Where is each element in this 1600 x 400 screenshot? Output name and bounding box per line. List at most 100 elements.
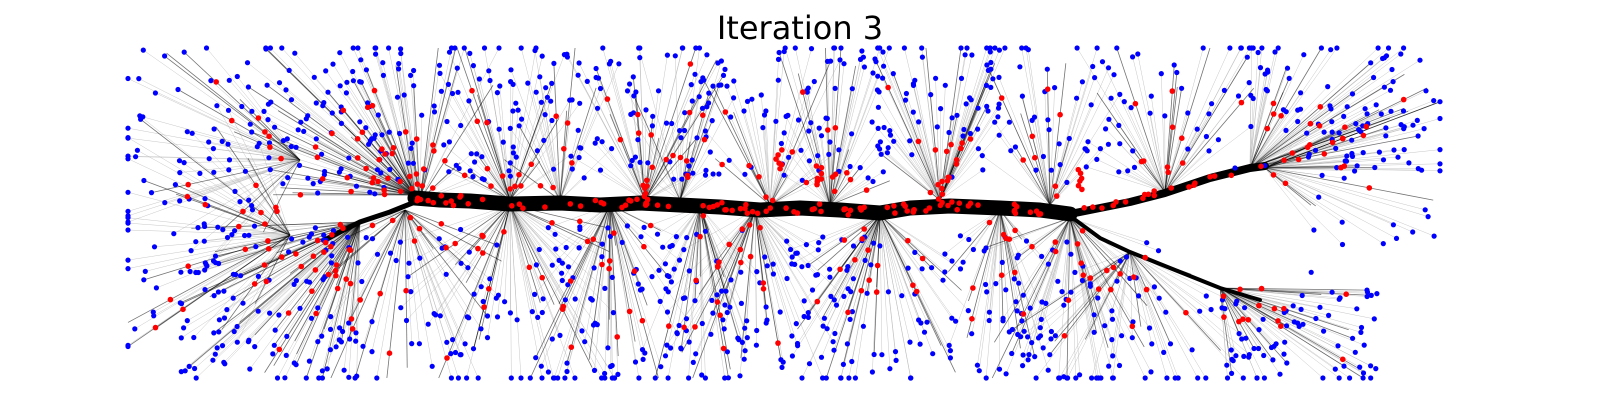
leaf-node <box>344 79 350 85</box>
path-node <box>1270 111 1277 117</box>
leaf-node <box>1283 127 1289 133</box>
leaf-node <box>969 52 975 58</box>
edge-line <box>348 221 361 378</box>
leaf-node <box>443 271 449 277</box>
leaf-node <box>219 343 226 349</box>
path-node <box>480 233 486 240</box>
trunk-node <box>900 201 907 207</box>
branch-line <box>1021 94 1051 206</box>
edge-line <box>877 47 941 201</box>
leaf-node <box>833 302 840 308</box>
leaf-node <box>1300 321 1306 327</box>
path-node <box>953 161 960 167</box>
branch-line <box>1049 182 1068 206</box>
edge-line <box>1063 217 1071 306</box>
leaf-node <box>247 366 253 372</box>
edge-line <box>427 204 511 325</box>
trunk-node <box>430 199 437 206</box>
branch-line <box>983 217 1071 249</box>
edge-line <box>1132 56 1166 193</box>
branch-line <box>509 160 541 201</box>
leaf-node <box>246 197 252 203</box>
leaf-node <box>280 138 286 144</box>
leaf-node <box>1222 306 1228 312</box>
leaf-node <box>1064 179 1070 185</box>
branch-line <box>825 47 831 206</box>
leaf-node <box>682 110 688 116</box>
edge-line <box>909 140 941 201</box>
path-node <box>1000 231 1007 238</box>
edge-line <box>1112 251 1131 356</box>
leaf-node <box>869 369 876 375</box>
branch-line <box>1219 287 1322 295</box>
path-node <box>347 280 354 287</box>
cluster-node <box>814 181 820 188</box>
path-node <box>343 276 350 282</box>
leaf-node <box>125 343 131 350</box>
path-node <box>700 213 707 219</box>
leaf-node <box>1417 57 1423 63</box>
leaf-node <box>607 233 614 239</box>
leaf-node <box>238 273 244 279</box>
trunk-node <box>818 208 824 215</box>
leaf-node <box>1209 101 1215 107</box>
edge-line <box>1035 251 1131 379</box>
leaf-node <box>201 238 207 244</box>
leaf-node <box>297 305 303 311</box>
leaf-node <box>669 242 675 249</box>
leaf-node <box>393 257 399 264</box>
edge-line <box>247 62 416 196</box>
leaf-node <box>328 260 334 266</box>
leaf-node <box>1052 333 1058 339</box>
leaf-node <box>988 84 994 90</box>
cluster-node <box>935 196 942 202</box>
edge-line <box>1129 251 1200 312</box>
edge-line <box>1264 167 1426 211</box>
branch-line <box>296 221 361 355</box>
leaf-node <box>1203 375 1209 381</box>
leaf-node <box>680 45 686 51</box>
leaf-node <box>857 56 864 63</box>
leaf-node <box>1123 254 1130 260</box>
leaf-node <box>1410 229 1416 235</box>
edge-line <box>509 204 569 267</box>
leaf-node <box>609 274 615 280</box>
trunk-node <box>841 206 848 212</box>
edge-line <box>871 121 941 201</box>
leaf-node <box>1019 318 1025 324</box>
edge-line <box>534 204 611 295</box>
path-node <box>564 120 571 126</box>
branch-line <box>829 167 861 206</box>
leaf-node <box>478 326 484 332</box>
leaf-node <box>319 375 325 381</box>
leaf-node <box>704 52 710 58</box>
path-node <box>746 222 753 228</box>
leaf-node <box>1298 306 1304 312</box>
path-node <box>266 133 272 140</box>
edge-line <box>754 209 809 318</box>
leaf-node <box>1344 153 1350 159</box>
leaf-node <box>202 267 208 273</box>
leaf-node <box>1265 69 1271 75</box>
edge-line <box>509 204 544 299</box>
leaf-node <box>1117 91 1123 97</box>
edge-line <box>999 209 1052 332</box>
branch-line <box>876 214 881 288</box>
path-node <box>1304 144 1311 151</box>
leaf-node <box>775 77 781 83</box>
leaf-node <box>221 315 228 321</box>
leaf-node <box>981 248 987 254</box>
path-node <box>516 171 522 178</box>
leaf-node <box>1090 63 1096 70</box>
leaf-node <box>578 145 584 151</box>
leaf-node <box>272 327 278 333</box>
leaf-node <box>762 254 768 260</box>
leaf-node <box>669 120 675 127</box>
path-node <box>737 246 744 253</box>
branch-line <box>644 75 724 201</box>
leaf-node <box>514 317 520 323</box>
edge-line <box>651 206 701 277</box>
leaf-node <box>919 54 926 60</box>
edge-line <box>446 121 511 201</box>
